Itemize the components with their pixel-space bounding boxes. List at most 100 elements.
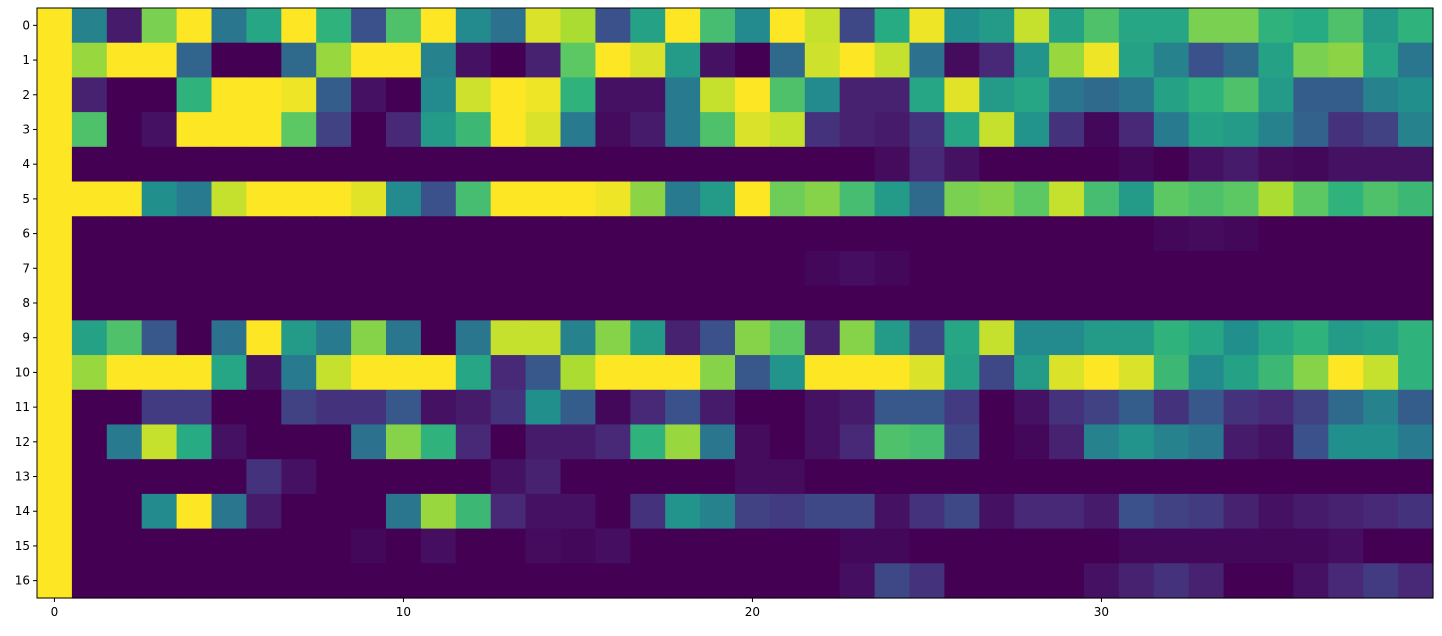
- heatmap-cell: [1398, 389, 1434, 426]
- heatmap-cell: [630, 8, 666, 44]
- heatmap-cell: [1293, 389, 1329, 426]
- heatmap-cell: [1118, 389, 1155, 426]
- heatmap-cell: [71, 563, 108, 599]
- heatmap-cell: [106, 8, 143, 44]
- heatmap-cell: [700, 8, 736, 44]
- heatmap-cell: [665, 112, 701, 148]
- heatmap-cell: [1398, 493, 1434, 530]
- heatmap-cell: [665, 355, 701, 391]
- heatmap-cell: [700, 459, 736, 495]
- heatmap-cell: [560, 355, 596, 391]
- heatmap-cell: [386, 181, 422, 217]
- heatmap-cell: [281, 389, 317, 426]
- heatmap-cell: [1049, 77, 1085, 113]
- heatmap-cell: [1188, 285, 1225, 321]
- heatmap-cell: [665, 493, 701, 530]
- heatmap-cell: [1188, 77, 1225, 113]
- heatmap-cell: [1118, 285, 1155, 321]
- heatmap-cell: [490, 146, 527, 183]
- heatmap-cell: [735, 355, 771, 391]
- heatmap-cell: [211, 216, 247, 252]
- heatmap-cell: [1398, 77, 1434, 113]
- heatmap-cell: [1014, 216, 1050, 252]
- heatmap-cell: [1049, 216, 1085, 252]
- x-axis: 0 10 20 30: [51, 598, 1109, 619]
- heatmap-cell: [944, 563, 980, 599]
- heatmap-cell: [106, 459, 143, 495]
- heatmap-cell: [141, 355, 178, 391]
- heatmap-cell: [979, 493, 1015, 530]
- heatmap-cell: [1014, 181, 1050, 217]
- heatmap-cell: [1328, 459, 1364, 495]
- heatmap-cell: [420, 528, 457, 564]
- heatmap-cell: [1153, 285, 1190, 321]
- heatmap-cell: [281, 528, 317, 564]
- heatmap-cell: [420, 285, 457, 321]
- heatmap-cell: [944, 216, 980, 252]
- heatmap-cell: [490, 563, 527, 599]
- heatmap-cell: [944, 528, 980, 564]
- heatmap-cell: [1084, 181, 1120, 217]
- heatmap-cell: [525, 250, 562, 287]
- y-tick-label: 14: [15, 504, 30, 518]
- y-tick-label: 16: [15, 574, 30, 588]
- heatmap-cell: [700, 320, 736, 356]
- heatmap-cell: [804, 285, 841, 321]
- heatmap-cell: [595, 459, 631, 495]
- heatmap-cell: [141, 493, 178, 530]
- heatmap-cell: [1363, 112, 1399, 148]
- heatmap-cell: [560, 320, 596, 356]
- heatmap-cell: [525, 424, 562, 460]
- heatmap-cell: [1188, 320, 1225, 356]
- heatmap-cell: [630, 563, 666, 599]
- heatmap-cell: [351, 459, 387, 495]
- heatmap-cell: [1398, 216, 1434, 252]
- heatmap-cell: [386, 355, 422, 391]
- heatmap-cell: [246, 112, 282, 148]
- heatmap-cell: [979, 112, 1015, 148]
- heatmap-cell: [386, 216, 422, 252]
- heatmap-cell: [71, 42, 108, 79]
- heatmap-cell: [141, 528, 178, 564]
- heatmap-cell: [1153, 563, 1190, 599]
- heatmap-cell: [281, 459, 317, 495]
- y-tick-label: 1: [22, 53, 30, 67]
- heatmap-cell: [176, 528, 213, 564]
- heatmap-cell: [944, 355, 980, 391]
- heatmap-cell: [37, 285, 73, 321]
- heatmap-cell: [1014, 424, 1050, 460]
- heatmap-cell: [979, 250, 1015, 287]
- x-tick-label: 10: [396, 605, 411, 619]
- heatmap-cell: [979, 424, 1015, 460]
- heatmap-cell: [420, 320, 457, 356]
- heatmap-cell: [1118, 8, 1155, 44]
- heatmap-cell: [979, 459, 1015, 495]
- heatmap-cell: [979, 320, 1015, 356]
- heatmap-cell: [735, 285, 771, 321]
- heatmap-cell: [1363, 563, 1399, 599]
- heatmap-cell: [37, 389, 73, 426]
- heatmap-cell: [700, 42, 736, 79]
- heatmap-cell: [281, 42, 317, 79]
- heatmap-cell: [1084, 146, 1120, 183]
- heatmap-cell: [735, 528, 771, 564]
- heatmap-cell: [420, 42, 457, 79]
- heatmap-cell: [316, 250, 352, 287]
- heatmap-cell: [1153, 459, 1190, 495]
- heatmap-cell: [909, 285, 945, 321]
- heatmap-cell: [839, 320, 876, 356]
- heatmap-cell: [700, 216, 736, 252]
- heatmap-cell: [281, 320, 317, 356]
- heatmap-cell: [1188, 112, 1225, 148]
- heatmap-cell: [455, 181, 492, 217]
- heatmap-cell: [1118, 459, 1155, 495]
- heatmap-cell: [386, 8, 422, 44]
- heatmap-cell: [37, 42, 73, 79]
- heatmap-cell: [1084, 528, 1120, 564]
- heatmap-cell: [71, 216, 108, 252]
- heatmap-cell: [420, 355, 457, 391]
- heatmap-cell: [1223, 389, 1260, 426]
- heatmap-cell: [176, 424, 213, 460]
- heatmap-cell: [1049, 42, 1085, 79]
- heatmap-cell: [839, 216, 876, 252]
